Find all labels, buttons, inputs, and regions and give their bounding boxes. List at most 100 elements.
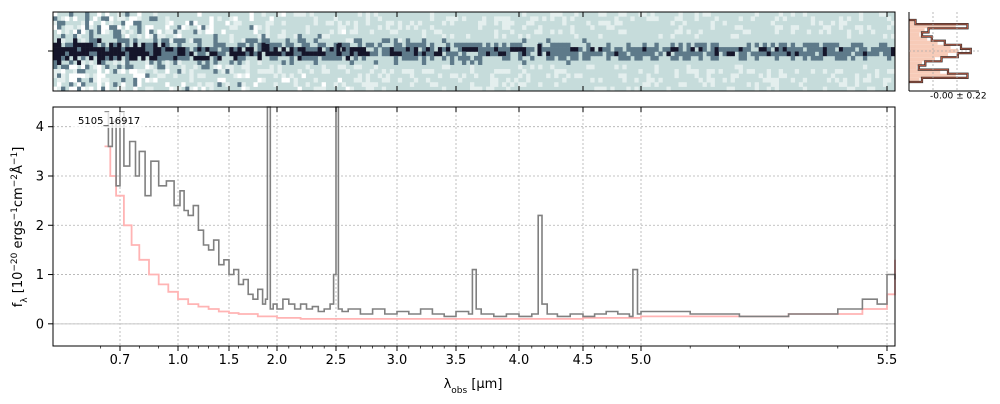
spectrum-2d-cell [582,38,587,44]
spectrum-2d-cell [522,60,527,65]
spectrum-2d-cell [750,69,755,74]
spectrum-2d-cell [261,42,266,48]
spectrum-2d-cell [145,25,150,30]
spectrum-2d-cell [217,64,222,70]
spectrum-2d-cell [554,51,559,57]
spectrum-2d-cell [53,69,58,74]
spectrum-2d-cell [233,47,238,52]
spectrum-2d-cell [77,82,82,87]
spectrum-2d-cell [506,16,511,22]
spectrum-2d-cell [678,42,683,48]
spectrum-2d-cell [309,69,314,74]
spectrum-2d-cell [341,51,346,57]
spectrum-2d-cell [494,16,499,22]
spectrum-2d-cell [550,29,555,35]
spectrum-2d-cell [694,16,699,22]
spectrum-2d-cell [125,20,130,26]
spectrum-2d-cell [598,77,603,83]
spectrum-2d-cell [618,29,623,35]
spectrum-2d-cell [441,64,447,70]
spectrum-2d-cell [510,29,515,35]
spectrum-2d-cell [193,20,198,26]
x-tick-label: 1.5 [219,353,240,368]
spectrum-2d-cell [469,69,475,74]
spectrum-2d-cell [810,55,816,61]
spectrum-2d-cell [586,20,591,26]
spectrum-2d-cell [261,69,266,74]
spectrum-2d-cell [225,47,230,52]
plot-frame [52,106,896,347]
spectrum-2d-cell [101,20,106,26]
spectrum-2d-cell [506,69,511,74]
spectrum-2d-cell [482,20,487,26]
histogram-fill-bin [909,61,922,66]
spectrum-2d-cell [113,47,118,52]
spectrum-2d-cell [165,60,170,65]
spectrum-2d-cell [794,69,800,74]
spectrum-2d-cell [698,29,703,35]
spectrum-2d-cell [810,16,816,22]
spectrum-2d-cell [429,55,435,61]
spectrum-2d-cell [213,42,218,48]
spectrum-2d-cell [177,60,182,65]
spectrum-2d-cell [882,51,888,57]
spectrum-2d-cell [121,38,126,44]
spectrum-2d-cell [566,51,571,57]
spectrum-2d-cell [229,51,234,57]
spectrum-2d-cell [57,51,62,57]
spectrum-2d-cell [169,38,174,44]
spectrum-2d-cell [738,51,743,57]
spectrum-2d-cell [105,29,110,35]
spectrum-2d-cell [582,55,587,61]
spectrum-2d-cell [225,82,230,87]
spectrum-2d-cell [389,69,395,74]
spectrum-2d-cell [117,25,122,30]
spectrum-2d-cell [369,82,375,87]
spectrum-2d-cell [73,51,78,57]
spectrum-2d-cell [886,51,892,57]
spectrum-2d-cell [297,12,302,17]
spectrum-2d-cell [433,82,439,87]
spectrum-2d-cell [117,64,122,70]
spectrum-2d-cell [89,86,94,92]
spectrum-2d-cell [369,42,375,48]
spectrum-2d-cell [622,64,627,70]
spectrum-2d-cell [794,51,800,57]
object-label-background [73,112,145,128]
spectrum-2d-cell [886,77,892,83]
spectrum-2d-cell [562,77,567,83]
spectrum-2d-cell [606,51,611,57]
spectrum-2d-cell [181,51,186,57]
spectrum-2d-cell [173,60,178,65]
spectrum-2d-cell [325,51,330,57]
spectrum-2d-cell [690,47,695,52]
spectrum-2d-cell [421,38,427,44]
spectrum-2d-cell [582,51,587,57]
spectrum-2d-cell [141,73,146,79]
spectrum-2d-cell [802,55,808,61]
spectrum-2d-cell [257,51,262,57]
spectrum-2d-cell [766,86,772,92]
spectrum-2d-cell [838,55,844,61]
spectrum-2d-cell [706,73,711,79]
spectrum-2d-cell [570,25,575,30]
spectrum-2d-cell [554,42,559,48]
spectrum-2d-cell [81,42,86,48]
spectrum-2d-cell [746,47,751,52]
spectrum-2d-cell [181,47,186,52]
spectrum-2d-cell [121,20,126,26]
spectrum-2d-cell [249,25,254,30]
spectrum-2d-cell [806,47,812,52]
spectrum-2d-cell [145,51,150,57]
spectrum-2d-cell [341,64,346,70]
spectrum-2d-cell [502,16,507,22]
spectrum-2d-cell [149,86,154,92]
spectrum-2d-cell [97,60,102,65]
spectrum-2d-cell [265,20,270,26]
spectrum-2d-cell [850,55,856,61]
spectrum-2d-cell [798,47,804,52]
spectrum-2d-cell [217,77,222,83]
spectrum-2d-cell [133,16,138,22]
spectrum-2d-cell [61,55,66,61]
spectrum-2d-cell [61,86,66,92]
